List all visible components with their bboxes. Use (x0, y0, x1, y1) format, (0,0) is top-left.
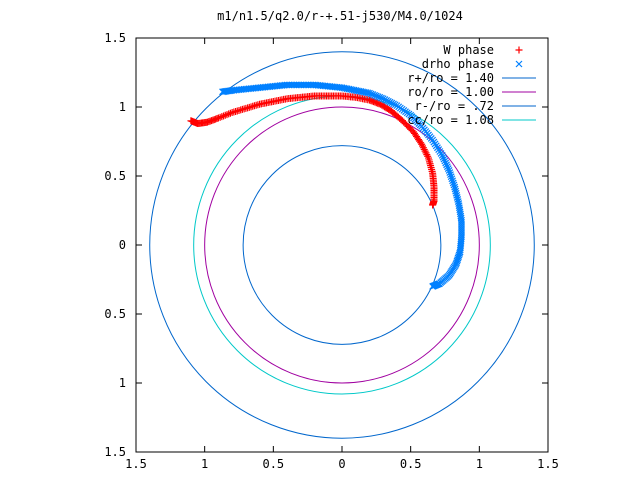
drho-phase-point (379, 95, 387, 103)
x-tick-label: 1.5 (537, 457, 559, 471)
w-phase-point (423, 151, 431, 159)
drho-phase-point (452, 189, 460, 197)
w-phase-point (419, 144, 427, 152)
w-phase-point (225, 110, 233, 118)
legend-label: ro/ro = 1.00 (407, 85, 494, 99)
axis-ticks: 1.5 1 0.5 0 0.5 1 1.51.510.500.511.5 (104, 31, 559, 471)
w-phase-point (220, 112, 228, 120)
chart-title: m1/n1.5/q2.0/r-+.51-j530/M4.0/1024 (217, 9, 463, 23)
drho-phase-point (447, 171, 454, 179)
drho-phase-point (388, 99, 396, 107)
drho-phase-point (442, 159, 450, 167)
reference-circle (204, 106, 480, 384)
drho-phase-point (383, 97, 391, 104)
drho-phase-point (449, 179, 457, 187)
legend-label: W phase (443, 43, 494, 57)
w-phase-point (221, 111, 229, 119)
y-tick-label: 0.5 (104, 169, 126, 183)
legend-marker (515, 60, 523, 68)
w-phase-point (429, 201, 437, 209)
phase-markers (187, 81, 465, 290)
y-tick-label: 0 (119, 238, 126, 252)
w-phase-point (218, 113, 226, 121)
drho-phase-point (440, 155, 448, 163)
y-tick-label: 1.5 (104, 31, 126, 45)
w-phase-point (214, 114, 222, 122)
drho-phase-point (391, 101, 399, 109)
w-phase-point (216, 113, 224, 121)
x-tick-label: 1.5 (125, 457, 147, 471)
w-phase-point (422, 149, 430, 157)
drho-phase-point (429, 282, 437, 290)
legend-label: drho phase (422, 57, 494, 71)
drho-phase-point (386, 98, 394, 106)
drho-phase-point (445, 167, 453, 174)
drho-phase-point (448, 175, 456, 183)
drho-phase-point (439, 153, 447, 161)
w-phase-point (223, 111, 231, 119)
drho-phase-point (452, 187, 460, 195)
drho-phase-point (454, 196, 462, 203)
drho-phase-point (446, 169, 454, 176)
drho-phase-point (449, 177, 456, 185)
w-phase-point (420, 145, 428, 153)
reference-circle (193, 95, 491, 395)
drho-phase-point (443, 163, 451, 171)
drho-phase-point (378, 94, 385, 102)
drho-phase-point (438, 151, 446, 159)
y-tick-label: 0.5 (104, 307, 126, 321)
reference-circle (242, 145, 442, 345)
drho-phase-point (384, 97, 392, 105)
w-phase-point (418, 140, 426, 148)
x-tick-label: 1 (476, 457, 483, 471)
drho-phase-point (390, 100, 397, 108)
drho-phase-point (453, 191, 461, 199)
w-phase-point (424, 152, 432, 160)
x-tick-label: 0.5 (400, 457, 422, 471)
drho-phase-point (451, 185, 459, 193)
legend-label: r-/ro = .72 (415, 99, 494, 113)
w-phase-point (421, 147, 429, 155)
drho-phase-point (441, 157, 449, 165)
drho-phase-point (443, 161, 450, 169)
drho-phase-point (381, 96, 389, 104)
y-tick-label: 1 (119, 376, 126, 390)
drho-phase-point (453, 193, 461, 201)
drho-phase-point (450, 181, 458, 189)
legend-label: r+/ro = 1.40 (407, 71, 494, 85)
reference-circle (149, 51, 535, 439)
drho-phase-point (447, 173, 455, 181)
legend-marker (515, 46, 523, 54)
y-tick-label: 1 (119, 100, 126, 114)
w-phase-point (419, 142, 427, 150)
x-tick-label: 0 (338, 457, 345, 471)
drho-phase-point (444, 165, 452, 173)
drho-phase-point (451, 183, 459, 191)
legend-label: cc/ro = 1.08 (407, 113, 494, 127)
x-tick-label: 0.5 (262, 457, 284, 471)
w-phase-point (226, 109, 234, 117)
y-tick-label: 1.5 (104, 445, 126, 459)
x-tick-label: 1 (201, 457, 208, 471)
